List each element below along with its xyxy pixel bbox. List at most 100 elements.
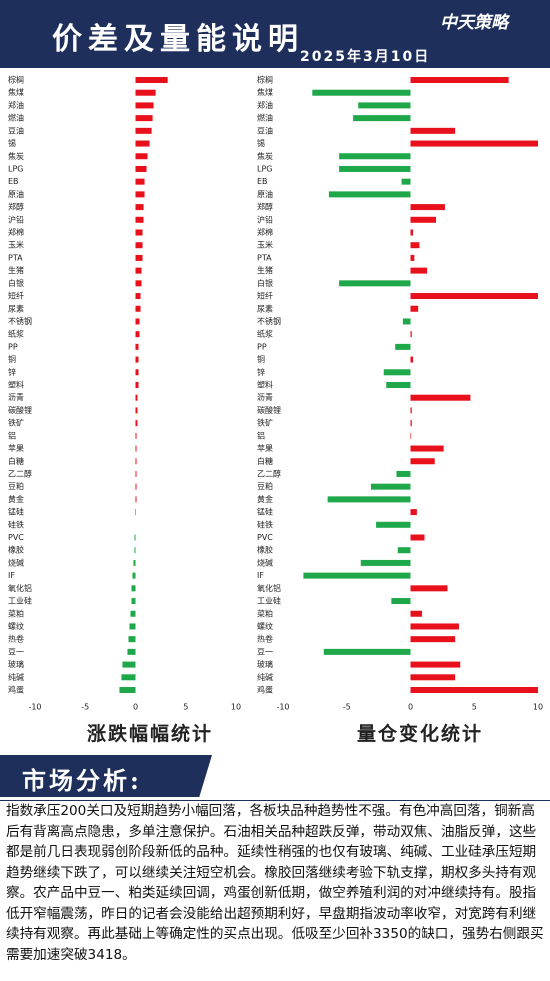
bar: [135, 267, 142, 274]
category-label: 郑油: [257, 100, 273, 110]
bar: [135, 127, 152, 134]
category-label: 工业硅: [257, 596, 281, 606]
category-label: PVC: [8, 533, 24, 542]
bar: [410, 534, 425, 541]
category-label: 纸浆: [257, 329, 273, 339]
bar: [396, 470, 411, 477]
category-label: 氧化铝: [8, 583, 32, 593]
bar: [410, 254, 415, 261]
bar: [119, 687, 136, 693]
x-tick-label: 10: [231, 703, 241, 712]
bar: [312, 89, 411, 96]
bar: [131, 598, 136, 605]
category-label: 铝: [257, 430, 265, 440]
category-label: 螺纹: [8, 621, 24, 631]
bar: [339, 165, 411, 172]
category-label: 黄金: [257, 494, 273, 504]
analysis-heading: 市场分析:: [22, 766, 142, 795]
category-label: 玻璃: [257, 659, 273, 669]
category-label: 铁矿: [8, 418, 24, 428]
bar: [339, 280, 411, 287]
category-label: 铝: [8, 430, 16, 440]
bar: [135, 496, 137, 503]
x-tick-label: -5: [343, 703, 351, 712]
bar: [135, 191, 145, 198]
bar: [323, 648, 411, 655]
x-tick-label: 5: [472, 703, 477, 712]
bar: [135, 242, 143, 249]
bar: [410, 216, 436, 223]
bar: [130, 610, 136, 617]
category-label: 碳酸锂: [8, 405, 32, 415]
bar: [410, 267, 428, 274]
category-label: 尿素: [257, 303, 273, 313]
category-label: 碳酸锂: [257, 405, 281, 415]
category-label: 豆油: [257, 125, 273, 135]
category-label: 豆粕: [257, 481, 273, 491]
category-label: 鸡蛋: [257, 685, 273, 695]
bar: [135, 165, 147, 172]
title: 价差及量能说明: [52, 22, 304, 57]
bar: [135, 458, 137, 465]
bar: [135, 509, 137, 516]
bar: [410, 623, 459, 630]
category-label: 焦炭: [8, 151, 24, 161]
category-label: 锡: [8, 139, 16, 148]
category-label: EB: [8, 177, 19, 186]
bar: [135, 483, 137, 490]
bar: [360, 559, 411, 566]
chart-caption: 量仓变化统计: [357, 722, 483, 745]
category-label: 燃油: [257, 113, 273, 123]
category-label: 沥青: [257, 392, 273, 402]
category-label: 工业硅: [8, 596, 32, 606]
category-label: 生猪: [257, 265, 273, 275]
category-label: 热卷: [257, 634, 273, 644]
category-label: 塑料: [257, 380, 273, 390]
category-label: 乙二醇: [257, 468, 281, 478]
x-tick-label: -10: [28, 703, 41, 712]
x-tick-label: 0: [408, 703, 413, 712]
bar: [135, 204, 144, 211]
bar: [410, 331, 412, 338]
category-label: 铁矿: [257, 418, 273, 428]
bar: [132, 572, 136, 579]
category-label: 短纤: [8, 291, 24, 301]
category-label: 氧化铝: [257, 583, 281, 593]
bar: [383, 369, 411, 376]
category-label: PTA: [8, 253, 23, 262]
logo: 中天策略: [440, 13, 508, 33]
date: 2025年3月10日: [300, 49, 431, 65]
category-label: 锡: [257, 139, 265, 148]
category-label: 纸浆: [8, 329, 24, 339]
bar: [135, 216, 144, 223]
category-label: 白银: [8, 278, 24, 288]
bar: [410, 585, 448, 592]
bar: [358, 102, 411, 109]
category-label: 苹果: [8, 443, 24, 453]
category-label: 棕榈: [8, 75, 24, 85]
x-tick-label: -5: [81, 703, 89, 712]
bar: [339, 153, 411, 160]
bar: [410, 661, 461, 668]
bar: [127, 648, 136, 655]
category-label: IF: [257, 571, 264, 580]
category-label: 螺纹: [257, 621, 273, 631]
bar: [328, 191, 411, 198]
bar: [135, 407, 138, 414]
category-label: 沥青: [8, 392, 24, 402]
category-label: 白银: [257, 278, 273, 288]
bar: [135, 305, 141, 312]
bar: [135, 115, 153, 122]
category-label: 豆粕: [8, 481, 24, 491]
category-label: 玻璃: [8, 659, 24, 669]
bar: [135, 470, 137, 477]
category-label: 不锈钢: [257, 316, 281, 326]
category-label: 白糖: [8, 456, 24, 466]
bar: [121, 674, 136, 681]
category-label: 郑油: [8, 100, 24, 110]
bar: [410, 687, 538, 693]
bar: [135, 420, 138, 427]
bar: [410, 394, 471, 401]
bar: [391, 598, 411, 605]
